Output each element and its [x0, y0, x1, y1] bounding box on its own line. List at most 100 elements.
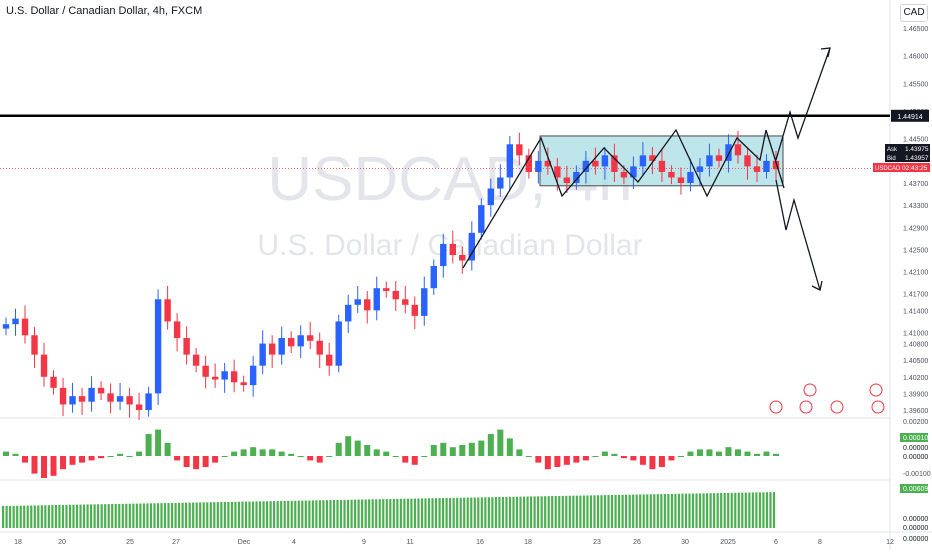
oscillator-bar [231, 451, 238, 456]
resistance-price-label: 1.44914 [897, 114, 922, 121]
volume-bar [329, 500, 332, 528]
oscillator-bar [354, 440, 361, 456]
volume-bar [280, 500, 283, 528]
candle-body [249, 365, 257, 386]
ask-tag [885, 144, 930, 153]
volume-bar [255, 501, 258, 528]
volume-bar [325, 500, 329, 528]
time-tick-label: 11 [406, 539, 413, 546]
volume-bar [195, 502, 198, 528]
volume-bar [276, 501, 279, 528]
candle-body [2, 324, 10, 329]
volume-bar [206, 502, 209, 528]
candle-body [677, 177, 685, 184]
bearish-arrow-head [811, 280, 823, 291]
candle-body [611, 155, 618, 172]
oscillator-bar [744, 451, 751, 456]
candle-body [630, 166, 637, 178]
volume-bar [593, 495, 596, 528]
volume-bar [691, 493, 695, 528]
volume-bar [294, 500, 297, 528]
volume-bar [540, 496, 543, 528]
time-tick-label: 20 [58, 539, 66, 546]
volume-bar [533, 496, 536, 528]
volume-bar [58, 504, 61, 528]
oscillator-bar [753, 453, 760, 456]
oscillator-bar [60, 456, 67, 470]
oscillator-bar [506, 438, 513, 456]
oscillator-bar [3, 451, 9, 456]
volume-bar [684, 493, 688, 528]
volume-bar [417, 498, 420, 528]
currency-selector[interactable]: CAD [900, 4, 928, 22]
bullish-arrow-head [820, 47, 831, 58]
oscillator-bar [430, 445, 437, 456]
volume-bar [558, 495, 561, 528]
candle-body [383, 288, 390, 291]
oscillator-bar [459, 445, 466, 456]
volume-bar [445, 497, 448, 528]
osc-value-tag [900, 433, 928, 442]
oscillator-bar [725, 447, 732, 456]
oscillator-bar [145, 434, 152, 456]
volume-bar [82, 504, 86, 528]
volume-bar [424, 498, 427, 528]
volume-bar [223, 501, 226, 528]
candle-body [421, 288, 428, 316]
volume-bar [522, 496, 526, 528]
vol-tick-label: 0.00000 [903, 525, 928, 532]
oscillator-bar [544, 456, 551, 470]
volume-bar [748, 492, 751, 528]
volume-bar [477, 497, 480, 528]
oscillator-bar [307, 456, 314, 461]
volume-bar [244, 501, 248, 528]
volume-bar [135, 503, 138, 528]
volume-bar [389, 499, 392, 528]
volume-bar [473, 497, 476, 528]
candle-body [449, 243, 456, 255]
volume-bar [730, 492, 733, 528]
volume-bar [163, 503, 167, 528]
bullish-projection-path [775, 47, 831, 161]
osc-tag-label: 0.00000 [903, 445, 928, 452]
candle-body [696, 166, 704, 172]
volume-bar [199, 502, 202, 528]
volume-bar [361, 499, 364, 528]
volume-bar [61, 504, 65, 528]
volume-bar [642, 494, 645, 528]
volume-bar [251, 501, 255, 528]
volume-bar [706, 493, 709, 528]
volume-bar [125, 503, 128, 528]
volume-bar [216, 502, 219, 528]
volume-bar [23, 505, 26, 528]
volume-bar [368, 499, 371, 528]
oscillator-bar [50, 456, 57, 476]
volume-bar [121, 503, 124, 528]
oscillator-bar [592, 456, 599, 457]
volume-bar [188, 502, 191, 528]
volume-bar [37, 505, 40, 528]
oscillator-bar [535, 456, 542, 463]
volume-bar [614, 494, 617, 528]
oscillator-bar [278, 451, 285, 456]
volume-bar [410, 498, 413, 528]
candle-body [306, 335, 314, 341]
volume-bar [47, 505, 50, 528]
time-tick-label: 23 [593, 539, 601, 546]
time-tick-label: 27 [172, 539, 180, 546]
oscillator-bar [259, 449, 266, 456]
volume-bar [635, 494, 638, 528]
oscillator-bar [487, 434, 494, 456]
candle-body [202, 365, 209, 377]
candle-body [240, 382, 247, 386]
volume-bar [241, 501, 244, 528]
candle-body [582, 160, 590, 172]
oscillator-bar [117, 453, 124, 456]
oscillator-bar [373, 449, 380, 456]
volume-bar [40, 505, 43, 528]
volume-bar [153, 503, 156, 528]
volume-bar [237, 501, 241, 528]
chart-title: U.S. Dollar / Canadian Dollar, 4h, FXCM [6, 5, 203, 17]
price-tick-label: 1.46000 [903, 54, 928, 61]
